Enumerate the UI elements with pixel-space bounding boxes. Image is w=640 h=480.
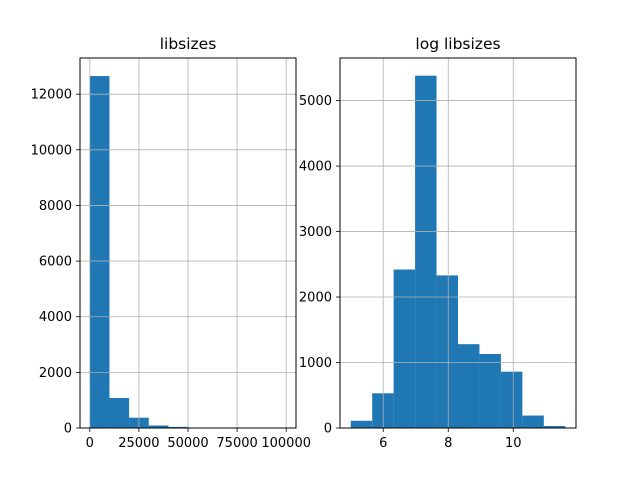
log-libsizes-y-tick-label: 1000 [299,356,332,371]
log-libsizes-chart-title: log libsizes [415,35,500,53]
libsizes-bar [89,76,110,429]
log-libsizes-bar [500,371,523,428]
log-libsizes-y-tick-label: 4000 [299,160,332,175]
log-libsizes-bar [350,420,373,428]
libsizes-x-tick-label: 100000 [261,436,311,451]
log-libsizes-y-tick-label: 2000 [299,291,332,306]
log-libsizes-y-tick-label: 5000 [299,94,332,109]
log-libsizes-bar [436,275,458,428]
libsizes-x-tick-label: 75000 [216,436,257,451]
libsizes-histogram-panel: 0 25000 50000 75000 100000 0 2000 4000 6000 8000 1… [31,35,311,451]
libsizes-chart-title: libsizes [160,35,217,53]
libsizes-bar [168,426,188,428]
log-libsizes-bar [415,75,437,428]
log-libsizes-bar [543,426,566,428]
libsizes-y-tick-label: 4000 [39,310,72,325]
log-libsizes-bar [458,344,480,428]
libsizes-x-tick-label: 25000 [118,436,159,451]
log-libsizes-y-tick-label: 3000 [299,225,332,240]
log-libsizes-x-tick-label: 8 [444,436,452,451]
libsizes-y-tick-label: 2000 [39,366,72,381]
log-libsizes-axes-frame [339,57,577,429]
libsizes-x-tick-label: 0 [86,436,94,451]
log-libsizes-bar [393,269,416,428]
log-libsizes-bar [479,354,501,428]
libsizes-x-tick-label: 50000 [167,436,208,451]
log-libsizes-y-tick-label: 0 [324,422,332,437]
libsizes-y-tick-label: 0 [64,422,72,437]
log-libsizes-x-tick-label: 10 [505,436,522,451]
log-libsizes-histogram-panel: 6 8 10 0 1000 2000 3000 4000 5000 log libsizes [299,35,577,451]
log-libsizes-x-tick-label: 6 [379,436,387,451]
libsizes-y-tick-label: 12000 [31,88,72,103]
libsizes-y-tick-label: 10000 [31,143,72,158]
libsizes-y-tick-label: 8000 [39,199,72,214]
libsizes-bar [148,425,169,428]
libsizes-bar [109,397,130,428]
libsizes-y-tick-label: 6000 [39,255,72,270]
log-libsizes-bar [522,415,544,428]
